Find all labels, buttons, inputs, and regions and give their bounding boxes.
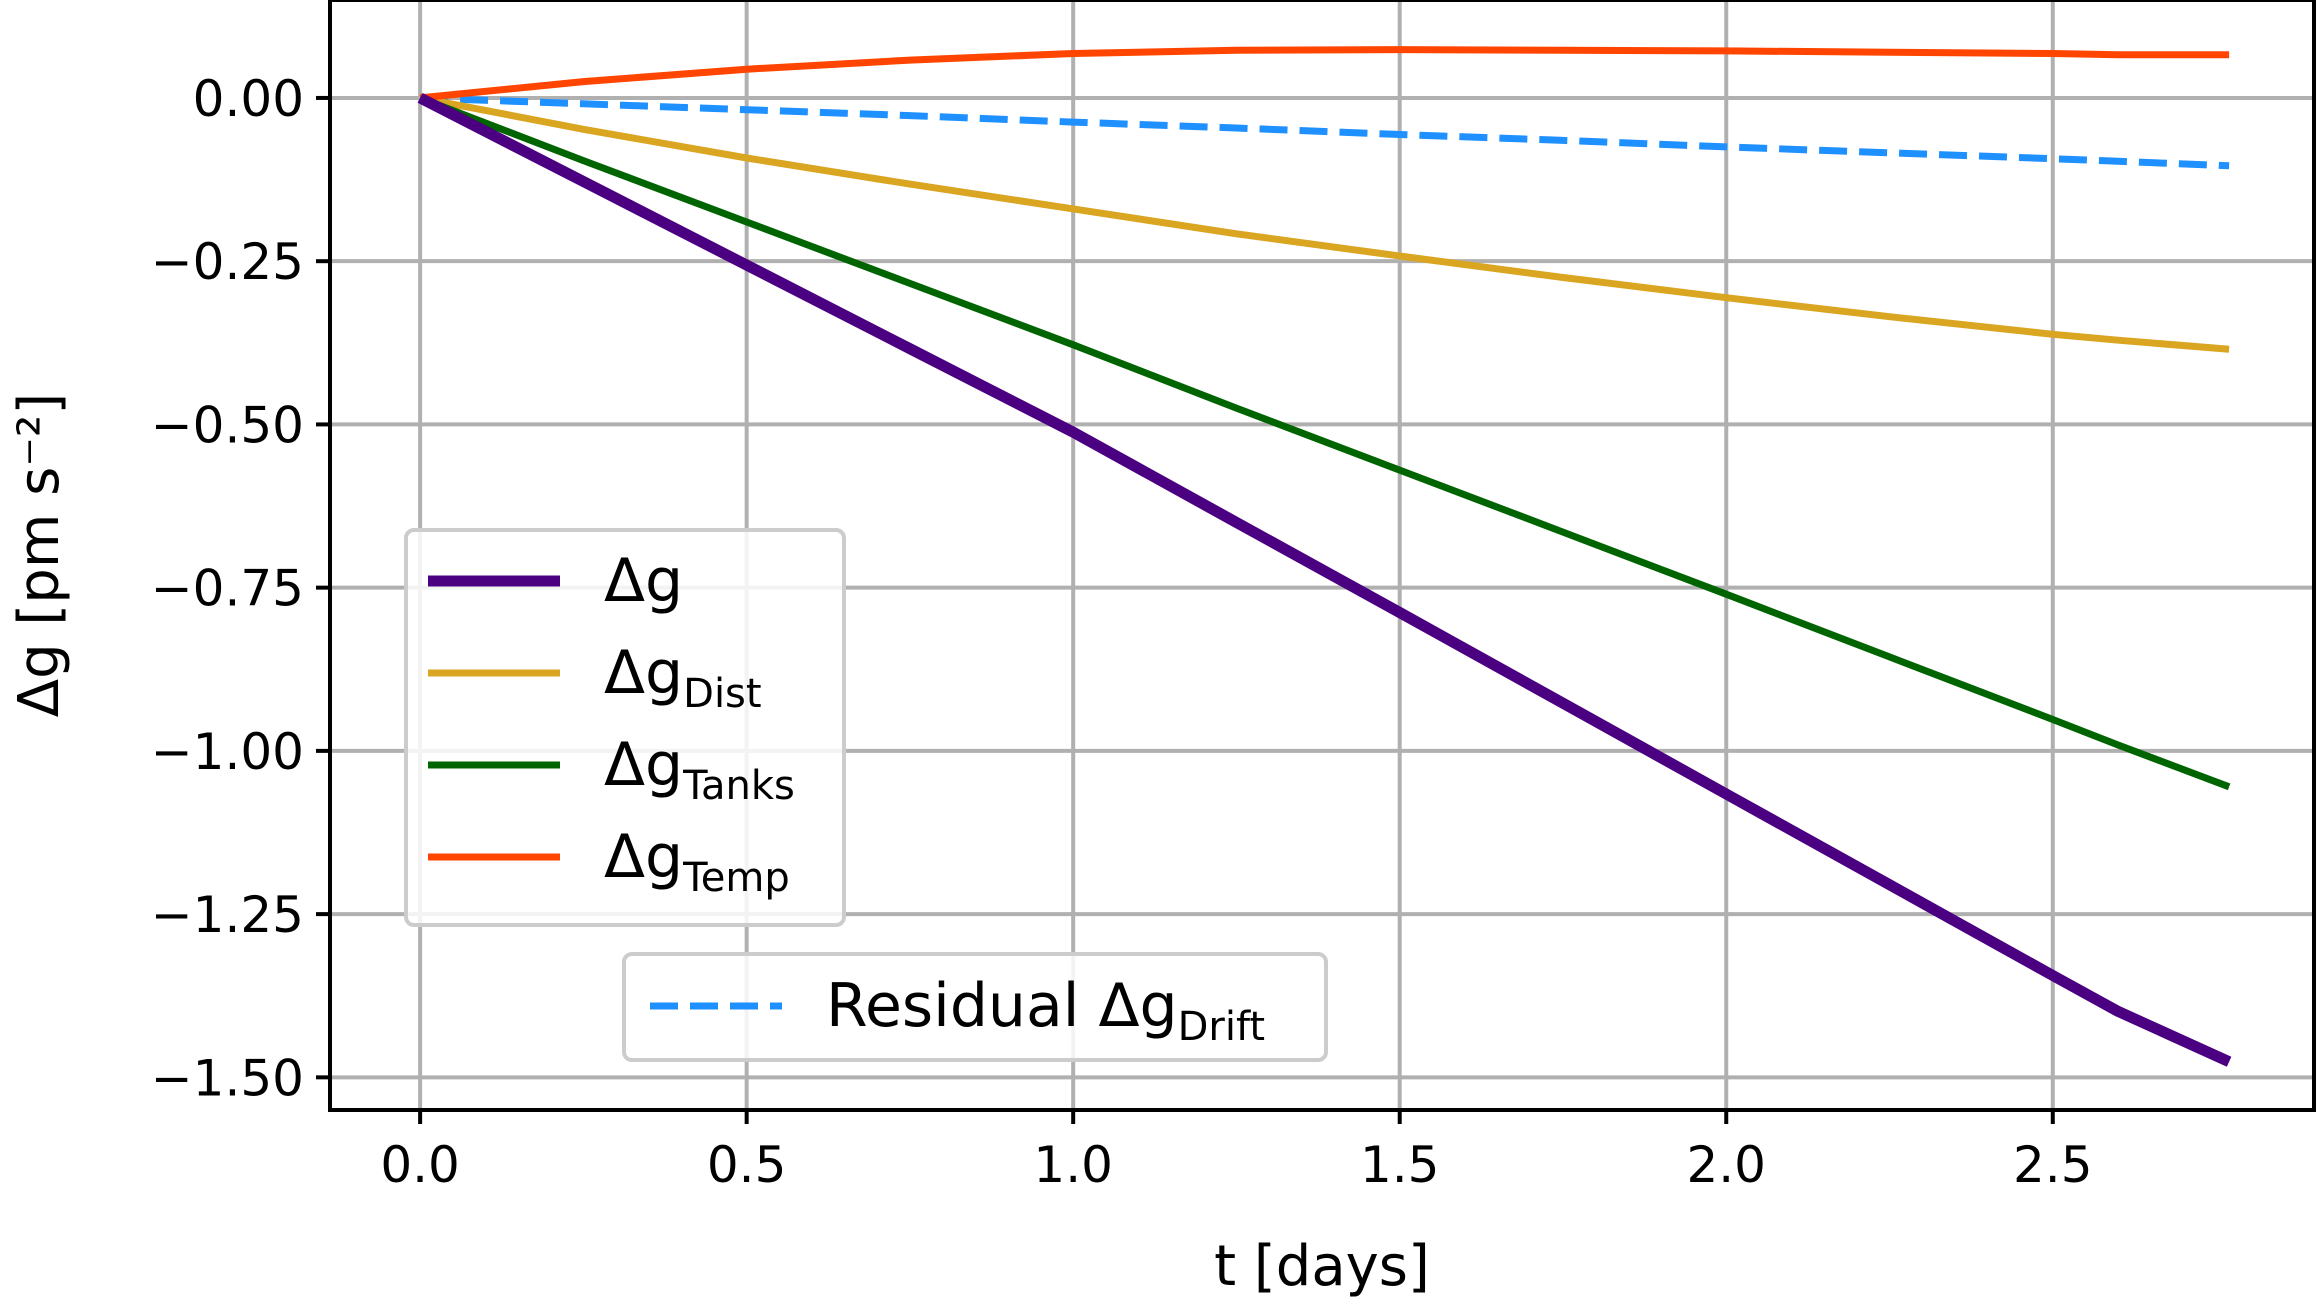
y-tick-label: −1.25 xyxy=(151,886,304,944)
x-axis-label: t [days] xyxy=(1214,1234,1430,1299)
y-axis-label: Δg [pm s⁻²] xyxy=(7,393,72,717)
y-tick-label: −1.00 xyxy=(151,723,304,781)
y-tick-label: −0.75 xyxy=(151,560,304,618)
x-tick-label: 1.5 xyxy=(1360,1136,1440,1194)
y-tick-label: −1.50 xyxy=(151,1049,304,1107)
tick-layer: 0.0 0.5 1.0 1.5 2.0 2.5 0.00 −0.25 −0.50 −0.75 −1.… xyxy=(151,70,2093,1194)
x-tick-label: 0.0 xyxy=(380,1136,460,1194)
legend-main-box xyxy=(404,528,846,927)
series-line-residual-g-drift xyxy=(419,94,2230,170)
legend-label: ΔgDist xyxy=(604,638,762,717)
legend-entry: ΔgTanks xyxy=(428,730,795,809)
x-tick-label: 0.5 xyxy=(707,1136,787,1194)
series-line--g-tanks xyxy=(418,94,2231,791)
y-tick-label: 0.00 xyxy=(193,70,304,128)
x-tick-label: 1.0 xyxy=(1033,1136,1113,1194)
legend-label: ΔgTemp xyxy=(604,822,790,901)
x-tick-label: 2.5 xyxy=(2013,1136,2093,1194)
legend-secondary-box xyxy=(622,952,1328,1062)
legend-entry: Δg xyxy=(428,546,683,616)
y-tick-label: −0.25 xyxy=(151,233,304,291)
plot-frame xyxy=(328,0,2316,1112)
legend-entry: ΔgTemp xyxy=(428,822,790,901)
legend-entry: Residual ΔgDrift xyxy=(650,971,1265,1050)
legend-entry: ΔgDist xyxy=(428,638,762,717)
series-line--g-dist xyxy=(419,94,2230,353)
series-layer xyxy=(417,46,2232,1067)
legend-secondary: Residual ΔgDrift xyxy=(622,952,1328,1062)
legend-main: Δg ΔgDist ΔgTanks ΔgTemp xyxy=(404,528,846,927)
legend-label: Residual ΔgDrift xyxy=(826,971,1265,1050)
legend-label: Δg xyxy=(604,546,683,616)
series-line--g-temp xyxy=(419,46,2230,102)
y-tick-label: −0.50 xyxy=(151,396,304,454)
legend-label: ΔgTanks xyxy=(604,730,795,809)
series-line--g xyxy=(417,93,2232,1067)
x-tick-label: 2.0 xyxy=(1686,1136,1766,1194)
